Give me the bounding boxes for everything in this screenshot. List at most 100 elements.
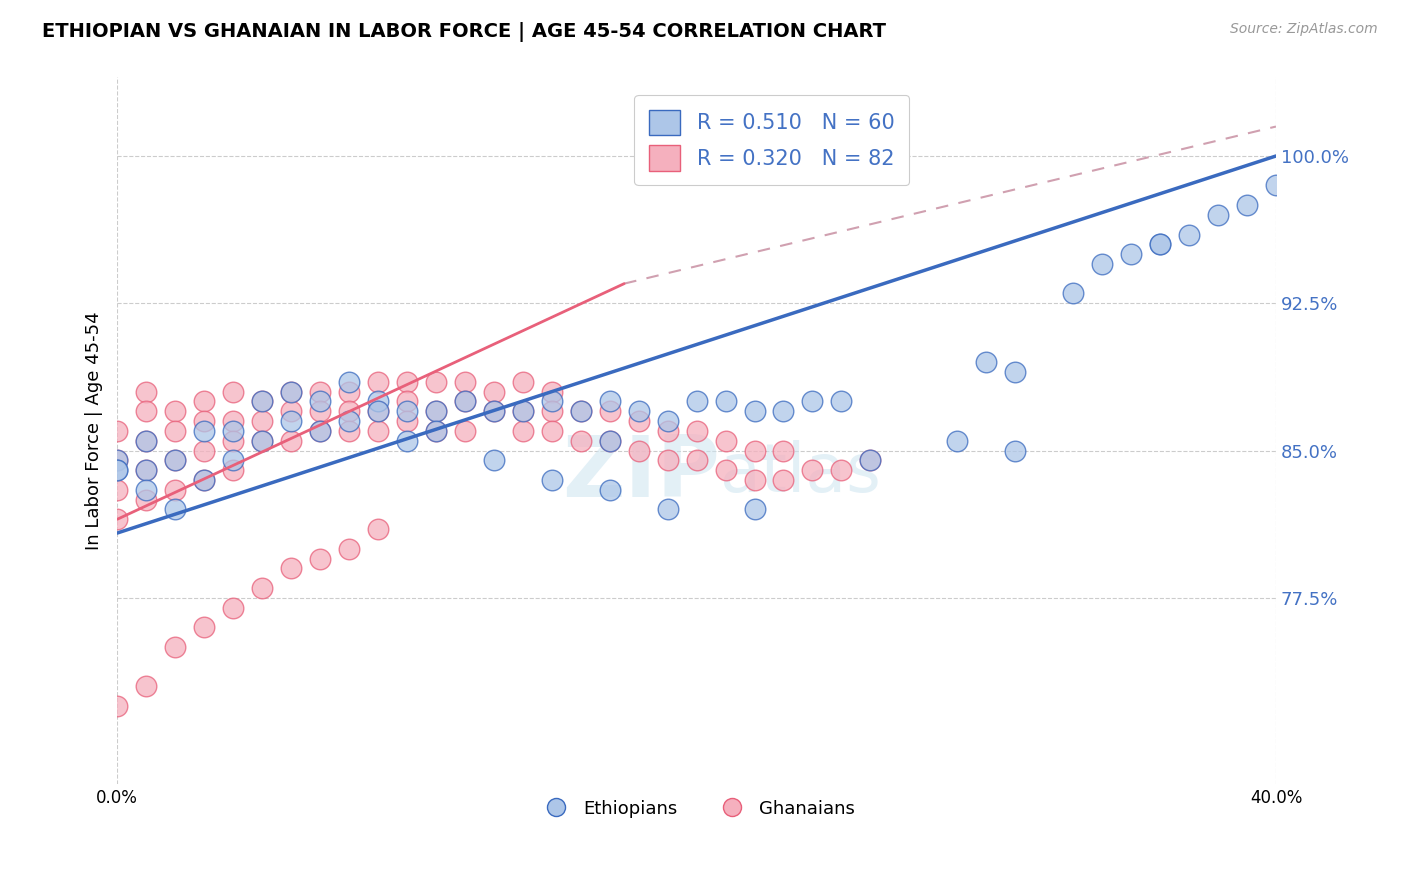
Point — [425, 404, 447, 418]
Point — [337, 375, 360, 389]
Point — [309, 551, 332, 566]
Point — [482, 404, 505, 418]
Point — [222, 424, 245, 438]
Point — [165, 424, 187, 438]
Point — [222, 414, 245, 428]
Point — [772, 404, 794, 418]
Point — [714, 463, 737, 477]
Point — [193, 414, 215, 428]
Point — [337, 384, 360, 399]
Point — [454, 394, 477, 409]
Point — [135, 434, 157, 448]
Point — [714, 434, 737, 448]
Point — [193, 620, 215, 634]
Point — [309, 424, 332, 438]
Point — [482, 453, 505, 467]
Point — [425, 424, 447, 438]
Text: ETHIOPIAN VS GHANAIAN IN LABOR FORCE | AGE 45-54 CORRELATION CHART: ETHIOPIAN VS GHANAIAN IN LABOR FORCE | A… — [42, 22, 886, 42]
Point — [801, 463, 824, 477]
Point — [425, 404, 447, 418]
Point — [367, 424, 389, 438]
Point — [395, 375, 418, 389]
Point — [250, 414, 273, 428]
Point — [744, 443, 766, 458]
Point — [309, 404, 332, 418]
Point — [599, 434, 621, 448]
Point — [135, 492, 157, 507]
Legend: Ethiopians, Ghanaians: Ethiopians, Ghanaians — [531, 792, 862, 825]
Point — [512, 424, 534, 438]
Point — [105, 453, 128, 467]
Point — [974, 355, 997, 369]
Point — [165, 483, 187, 497]
Point — [367, 375, 389, 389]
Point — [454, 375, 477, 389]
Point — [1091, 257, 1114, 271]
Point — [859, 453, 882, 467]
Point — [165, 453, 187, 467]
Point — [569, 404, 592, 418]
Point — [1206, 208, 1229, 222]
Point — [657, 414, 679, 428]
Point — [105, 424, 128, 438]
Point — [859, 453, 882, 467]
Point — [280, 384, 302, 399]
Point — [685, 424, 707, 438]
Point — [193, 473, 215, 487]
Point — [599, 404, 621, 418]
Point — [599, 483, 621, 497]
Point — [1004, 365, 1026, 379]
Point — [165, 640, 187, 654]
Point — [367, 522, 389, 536]
Point — [830, 394, 852, 409]
Point — [105, 483, 128, 497]
Point — [367, 394, 389, 409]
Point — [1119, 247, 1142, 261]
Point — [250, 581, 273, 595]
Point — [569, 434, 592, 448]
Point — [512, 404, 534, 418]
Point — [222, 434, 245, 448]
Point — [1149, 237, 1171, 252]
Point — [135, 384, 157, 399]
Point — [744, 404, 766, 418]
Point — [222, 463, 245, 477]
Point — [395, 434, 418, 448]
Point — [801, 394, 824, 409]
Point — [657, 502, 679, 516]
Point — [395, 414, 418, 428]
Point — [512, 375, 534, 389]
Point — [454, 394, 477, 409]
Point — [309, 424, 332, 438]
Point — [135, 463, 157, 477]
Point — [540, 404, 562, 418]
Text: ZIP: ZIP — [562, 432, 720, 515]
Point — [1178, 227, 1201, 242]
Point — [482, 404, 505, 418]
Point — [1004, 443, 1026, 458]
Point — [685, 453, 707, 467]
Point — [454, 424, 477, 438]
Point — [193, 443, 215, 458]
Point — [714, 394, 737, 409]
Point — [482, 384, 505, 399]
Point — [105, 463, 128, 477]
Point — [946, 434, 969, 448]
Point — [280, 384, 302, 399]
Point — [222, 384, 245, 399]
Point — [425, 375, 447, 389]
Point — [569, 404, 592, 418]
Point — [395, 394, 418, 409]
Point — [309, 394, 332, 409]
Point — [135, 463, 157, 477]
Point — [193, 424, 215, 438]
Point — [830, 463, 852, 477]
Point — [165, 404, 187, 418]
Point — [540, 394, 562, 409]
Point — [250, 434, 273, 448]
Point — [627, 443, 650, 458]
Text: Source: ZipAtlas.com: Source: ZipAtlas.com — [1230, 22, 1378, 37]
Point — [280, 414, 302, 428]
Point — [540, 384, 562, 399]
Point — [165, 453, 187, 467]
